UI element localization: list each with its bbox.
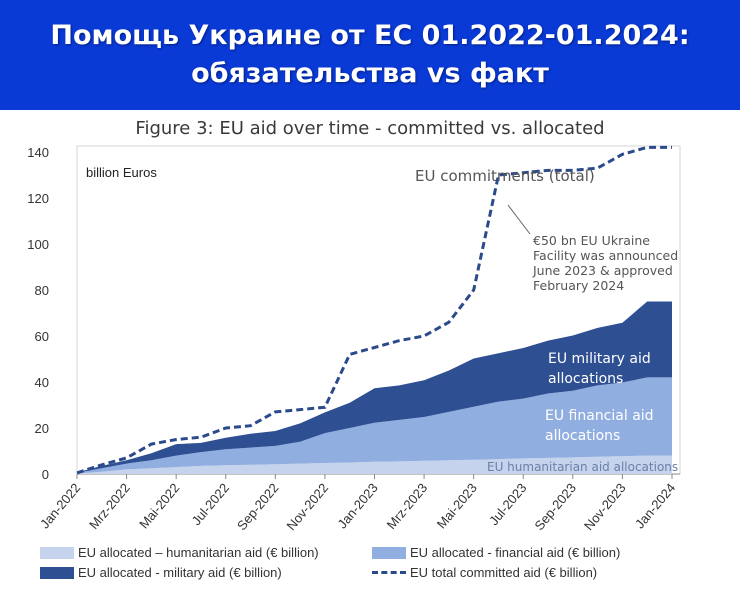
y-tick-label-2: 40: [35, 375, 49, 390]
annotation-financial-line-0: EU financial aid: [545, 408, 654, 424]
legend-label-humanitarian: EU allocated – humanitarian aid (€ billi…: [78, 545, 319, 560]
x-tick-label-2: Mai-2022: [136, 480, 182, 531]
y-tick-label-6: 120: [27, 191, 49, 206]
annotation-pointer: [507, 204, 531, 235]
y-tick-label-4: 80: [35, 283, 49, 298]
area-series-1: [77, 377, 672, 474]
legend-financial: EU allocated - financial aid (€ billion): [372, 545, 620, 560]
x-tick-label-5: Nov-2022: [283, 480, 331, 533]
commitment-line: [76, 145, 672, 475]
annotation-commitments: EU commitments (total): [415, 167, 595, 185]
x-tick-label-6: Jan-2023: [334, 480, 380, 531]
legend-swatch-financial: [372, 546, 406, 559]
annotation-humanitarian: EU humanitarian aid allocations: [487, 460, 678, 474]
unit-label: billion Euros: [86, 165, 157, 180]
legend-swatch-humanitarian: [40, 546, 74, 559]
x-tick-label-12: Jan-2024: [632, 480, 678, 531]
x-tick-label-10: Sep-2023: [531, 480, 579, 533]
y-tick-label-0: 0: [42, 467, 49, 482]
x-tick-label-4: Sep-2022: [234, 480, 282, 533]
legend-label-financial: EU allocated - financial aid (€ billion): [410, 545, 621, 560]
legend-military: EU allocated - military aid (€ billion): [40, 565, 282, 580]
title-line-2: обязательства vs факт: [191, 58, 549, 89]
annotation-facility-line-3: February 2024: [533, 278, 624, 293]
area-series-2: [77, 301, 672, 473]
chart-title: Figure 3: EU aid over time - committed v…: [135, 118, 605, 139]
legend-label-military: EU allocated - military aid (€ billion): [78, 565, 282, 580]
title-banner: Помощь Украине от ЕС 01.2022-01.2024: об…: [0, 0, 740, 110]
y-tick-label-5: 100: [27, 237, 49, 252]
annotation-facility-line-0: €50 bn EU Ukraine: [533, 233, 650, 248]
y-tick-label-7: 140: [27, 145, 49, 160]
y-tick-label-3: 60: [35, 329, 49, 344]
x-tick-label-7: Mrz-2023: [384, 480, 431, 532]
legend-label-commitments: EU total committed aid (€ billion): [410, 565, 598, 580]
x-tick-label-3: Jul-2022: [188, 480, 232, 528]
annotation-military-line-0: EU military aid: [548, 351, 651, 367]
area-series-0: [77, 455, 672, 474]
annotation-military-line-1: allocations: [548, 371, 623, 387]
legend-commitments: EU total committed aid (€ billion): [372, 565, 597, 580]
x-tick-label-11: Nov-2023: [581, 480, 629, 533]
annotation-financial-line-1: allocations: [545, 428, 620, 444]
x-tick-label-8: Mai-2023: [434, 480, 480, 531]
legend-humanitarian: EU allocated – humanitarian aid (€ billi…: [40, 545, 319, 560]
legend-swatch-commitments: [372, 571, 406, 574]
y-tick-label-1: 20: [35, 421, 49, 436]
x-tick-label-1: Mrz-2022: [86, 480, 133, 532]
annotation-facility-line-2: June 2023 & approved: [532, 263, 673, 278]
x-tick-label-0: Jan-2022: [37, 480, 83, 531]
annotation-facility-line-1: Facility was announced: [533, 248, 678, 263]
legend-swatch-military: [40, 566, 74, 579]
x-tick-label-9: Jul-2023: [486, 480, 530, 528]
title-line-1: Помощь Украине от ЕС 01.2022-01.2024:: [50, 20, 690, 51]
